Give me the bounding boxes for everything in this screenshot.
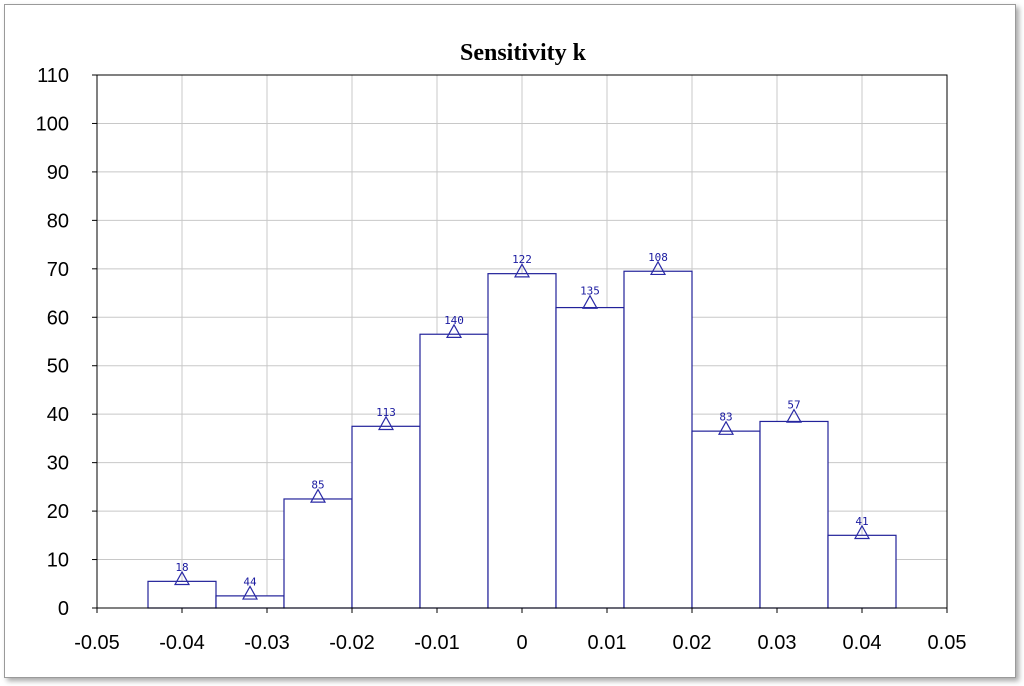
histogram-bar <box>691 430 761 609</box>
bar-data-label: 85 <box>311 479 324 492</box>
y-tick-label: 0 <box>58 598 69 620</box>
bar-data-label: 108 <box>648 251 668 264</box>
histogram-bar <box>555 306 625 609</box>
histogram-bar <box>215 595 285 609</box>
bar-data-label: 57 <box>787 399 800 412</box>
x-axis-ticks: -0.05 -0.04 -0.03 -0.02 -0.01 0 0.01 0.02 0.03 0.… <box>74 608 966 654</box>
y-tick-label: 30 <box>47 453 69 475</box>
triangle-marker <box>581 294 599 309</box>
y-tick-label: 60 <box>47 307 69 329</box>
triangle-marker <box>445 323 463 339</box>
histogram-bar <box>827 534 897 609</box>
histogram-chart: Sensitivity k 18 44 85 113 140 122 135 108 83 57 4… <box>36 40 967 654</box>
bar-data-label: 122 <box>512 253 532 266</box>
y-tick-label: 50 <box>47 356 69 378</box>
x-tick-label: -0.04 <box>159 632 205 654</box>
triangle-marker <box>785 408 803 423</box>
x-tick-label: -0.05 <box>74 632 120 654</box>
x-tick-label: -0.02 <box>329 632 375 654</box>
triangle-marker <box>309 488 327 503</box>
y-axis-ticks: 0 10 20 30 40 50 60 70 80 90 100 110 <box>36 65 97 620</box>
bar-data-label: 18 <box>175 561 188 574</box>
bar-data-labels: 18 44 85 113 140 122 135 108 83 57 41 <box>175 251 868 589</box>
histogram-bar <box>147 580 217 609</box>
bar-data-label: 113 <box>376 406 396 419</box>
x-tick-label: 0.02 <box>673 632 712 654</box>
y-tick-label: 80 <box>47 210 69 232</box>
triangle-marker <box>377 415 395 431</box>
triangle-marker <box>717 420 735 435</box>
triangle-marker <box>853 524 871 540</box>
x-tick-label: -0.03 <box>244 632 290 654</box>
bar-data-label: 135 <box>580 285 600 298</box>
y-tick-label: 70 <box>47 259 69 281</box>
chart-frame: Sensitivity k 18 44 85 113 140 122 135 108 83 57 4… <box>4 4 1016 678</box>
bar-data-label: 41 <box>855 515 868 528</box>
x-tick-label: -0.01 <box>414 632 460 654</box>
x-tick-label: 0.04 <box>843 632 882 654</box>
histogram-bar <box>419 333 489 609</box>
x-tick-label: 0 <box>516 632 527 654</box>
triangle-marker <box>173 570 191 586</box>
histogram-bar <box>759 420 829 609</box>
histogram-bar <box>487 273 557 609</box>
y-tick-label: 90 <box>47 162 69 184</box>
y-tick-label: 10 <box>47 550 69 572</box>
triangle-markers <box>173 260 871 600</box>
triangle-marker <box>649 260 667 276</box>
bar-data-label: 44 <box>243 575 257 588</box>
chart-title: Sensitivity k <box>460 40 587 66</box>
histogram-bar <box>623 270 693 609</box>
triangle-marker <box>513 263 531 278</box>
y-tick-label: 100 <box>36 113 69 135</box>
histogram-bar <box>351 425 421 609</box>
y-tick-label: 110 <box>37 65 69 87</box>
histogram-bars <box>147 270 897 609</box>
y-tick-label: 20 <box>47 501 69 523</box>
x-tick-label: 0.01 <box>588 632 627 654</box>
x-tick-label: 0.03 <box>758 632 797 654</box>
histogram-bar <box>283 498 353 609</box>
triangle-marker <box>241 585 259 600</box>
bar-data-label: 83 <box>719 411 732 424</box>
x-tick-label: 0.05 <box>928 632 967 654</box>
bar-data-label: 140 <box>444 314 464 327</box>
y-tick-label: 40 <box>47 404 69 426</box>
